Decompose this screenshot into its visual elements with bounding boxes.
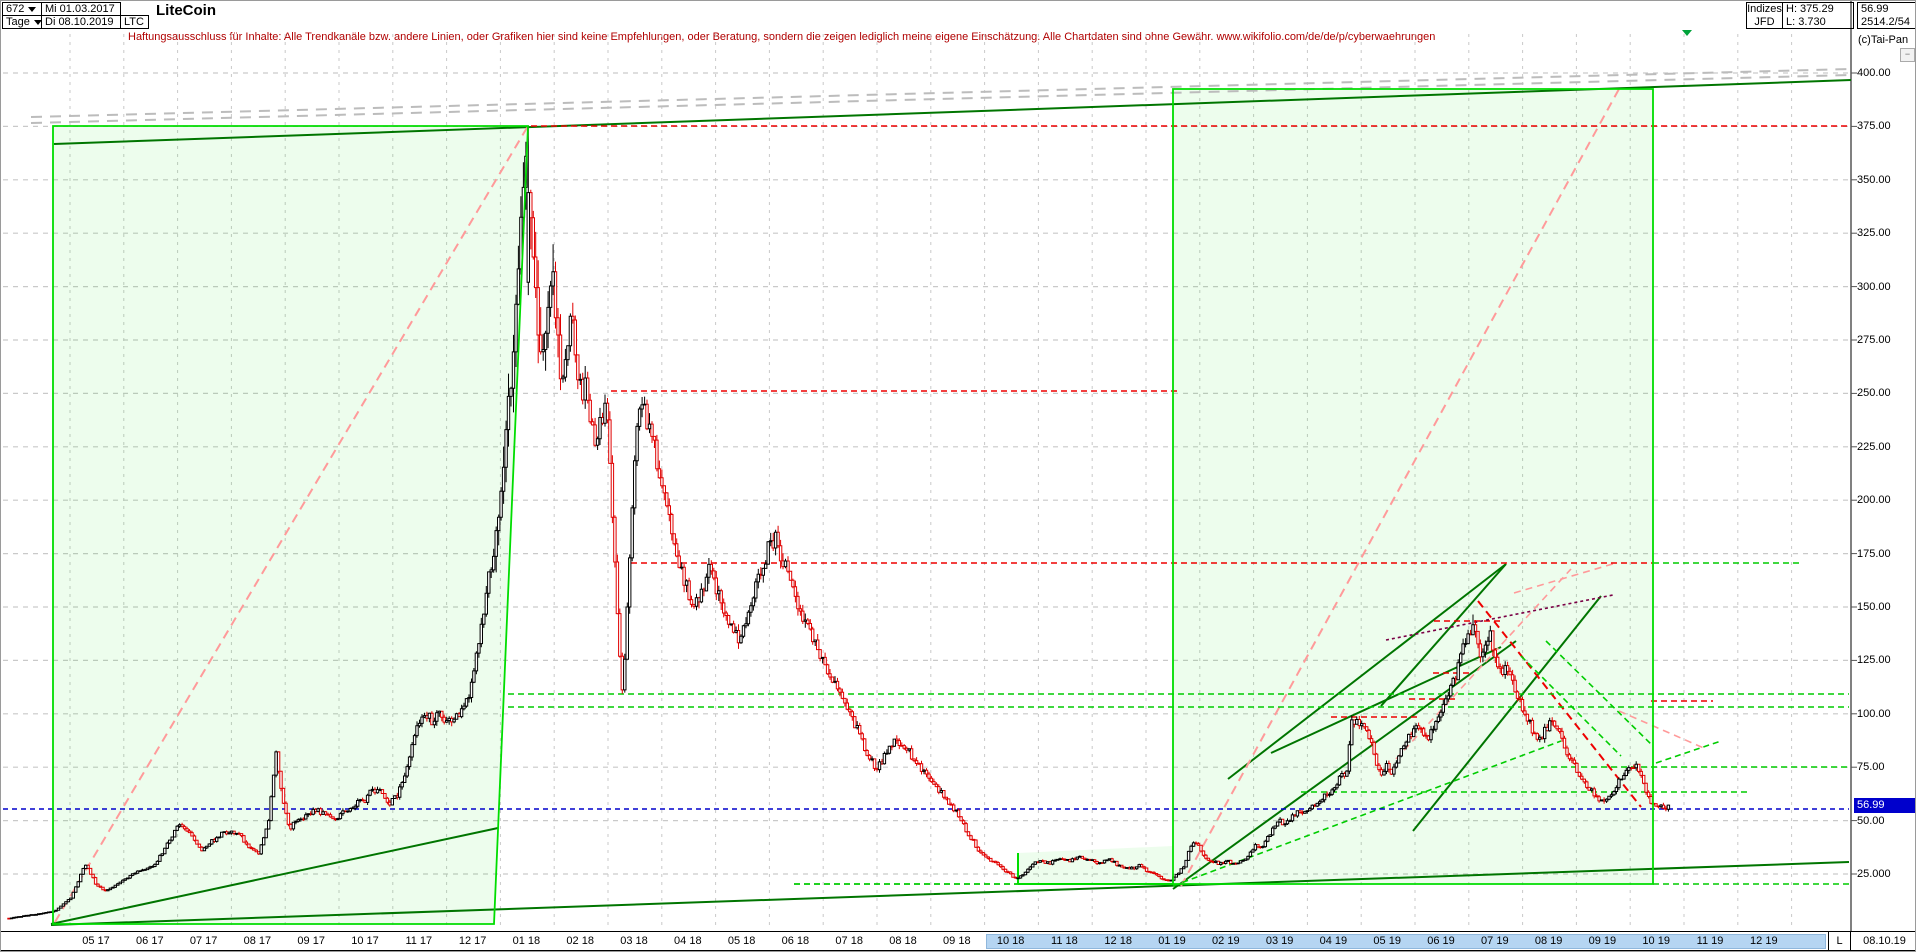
chevron-down-icon: [28, 6, 37, 12]
date-range-scrollbar[interactable]: [986, 934, 1826, 949]
month-label: 05 17: [82, 935, 110, 947]
marker-triangle-icon: [1682, 30, 1692, 36]
month-label: 09 19: [1588, 935, 1617, 947]
date-to-field[interactable]: Di 08.10.2019: [41, 15, 121, 29]
month-label: 10 19: [1642, 935, 1670, 947]
month-label: 05 18: [727, 935, 756, 947]
copyright-label: (c)Tai-Pan: [1858, 34, 1909, 46]
month-label: 08 19: [1534, 935, 1563, 947]
chevron-down-icon: [33, 19, 42, 25]
month-label: 07 17: [189, 935, 218, 947]
month-label: 12 18: [1104, 935, 1132, 947]
month-label: 01 18: [512, 935, 541, 947]
month-label: 10 17: [351, 935, 379, 947]
last-price-box: 56.99 2514.2/54: [1857, 2, 1915, 29]
month-label: 03 18: [620, 935, 648, 947]
symbol-box: LTC: [120, 15, 149, 29]
volume-info: 2514.2/54: [1861, 15, 1910, 28]
last-price: 56.99: [1861, 2, 1889, 15]
market-box: Indizes JFD: [1746, 2, 1783, 29]
month-label: 12 19: [1750, 935, 1778, 947]
month-label: 09 17: [297, 935, 325, 947]
month-label: 06 18: [781, 935, 810, 947]
month-label: 11 17: [405, 935, 433, 947]
disclaimer-text: Haftungsausschluss für Inhalte: Alle Tre…: [128, 31, 1436, 43]
instrument-title: LiteCoin: [156, 2, 216, 19]
last-date-label: 08.10.19: [1863, 935, 1906, 947]
month-label: 07 19: [1481, 935, 1509, 947]
month-label: 06 19: [1427, 935, 1455, 947]
month-label: 11 19: [1696, 935, 1724, 947]
month-label: 02 18: [566, 935, 594, 947]
month-label: 02 19: [1212, 935, 1240, 947]
month-label: 12 17: [458, 935, 487, 947]
month-label: 04 19: [1319, 935, 1348, 947]
low-value: L: 3.730: [1786, 15, 1826, 28]
month-label: 05 19: [1373, 935, 1401, 947]
month-label: 08 17: [243, 935, 272, 947]
month-label: 09 18: [943, 935, 971, 947]
month-label: 04 18: [674, 935, 702, 947]
period-value: 672: [6, 3, 25, 15]
month-label: 06 17: [136, 935, 164, 947]
date-axis: 05 17 06 17 07 17 08 17 09 17 10 17 11 17 12 17…: [1, 931, 1915, 951]
last-bar-marker: L: [1828, 932, 1851, 951]
timeframe-value: Tage: [6, 16, 30, 28]
month-label: 03 19: [1265, 935, 1294, 947]
month-label: 01 19: [1158, 935, 1186, 947]
month-label: 07 18: [835, 935, 863, 947]
high-low-box: H: 375.29 L: 3.730: [1782, 2, 1854, 29]
month-label: 08 18: [889, 935, 917, 947]
high-value: H: 375.29: [1786, 2, 1834, 15]
minimize-button[interactable]: −: [1900, 48, 1915, 62]
month-label: 11 18: [1051, 935, 1078, 947]
month-label: 10 18: [996, 935, 1025, 947]
timeframe-dropdown[interactable]: Tage: [2, 15, 42, 29]
